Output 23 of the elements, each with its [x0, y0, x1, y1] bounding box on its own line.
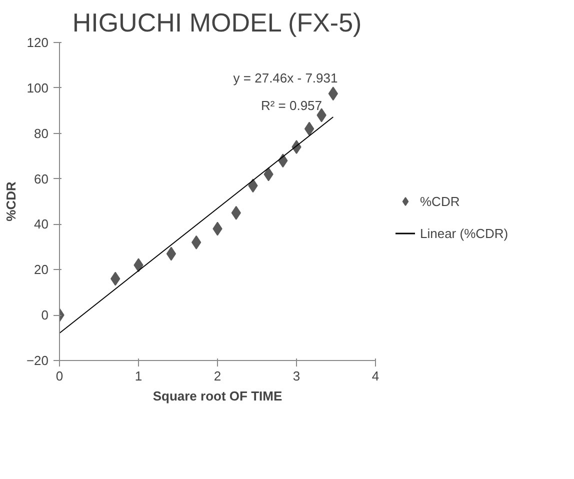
- y-tick-label: 80: [34, 126, 49, 141]
- x-tick-label: 4: [372, 368, 380, 384]
- x-axis-title: Square root OF TIME: [152, 388, 282, 404]
- legend-label: Linear (%CDR): [420, 226, 508, 240]
- legend-label: %CDR: [420, 194, 460, 208]
- annotation: y = 27.46x - 7.931: [233, 70, 338, 86]
- annotation: R² = 0.957: [260, 98, 322, 113]
- chart-title: HIGUCHI MODEL (FX-5): [72, 8, 362, 38]
- x-tick-label: 1: [134, 368, 142, 384]
- y-tick-label: 120: [26, 35, 49, 50]
- y-tick-label: 0: [41, 308, 49, 323]
- x-tick-label: 2: [214, 368, 222, 384]
- y-tick-label: 100: [26, 80, 49, 96]
- y-tick-label: 40: [34, 216, 49, 232]
- point: [166, 246, 176, 261]
- y-axis-title: %CDR: [3, 181, 18, 222]
- y-tick-label: −20: [26, 353, 49, 368]
- point: [304, 122, 314, 136]
- point: [191, 235, 202, 250]
- y-tick-label: 60: [34, 171, 49, 186]
- x-tick-label: 3: [292, 368, 300, 384]
- x-tick-label: 0: [56, 368, 64, 384]
- y-tick-label: 20: [34, 262, 49, 278]
